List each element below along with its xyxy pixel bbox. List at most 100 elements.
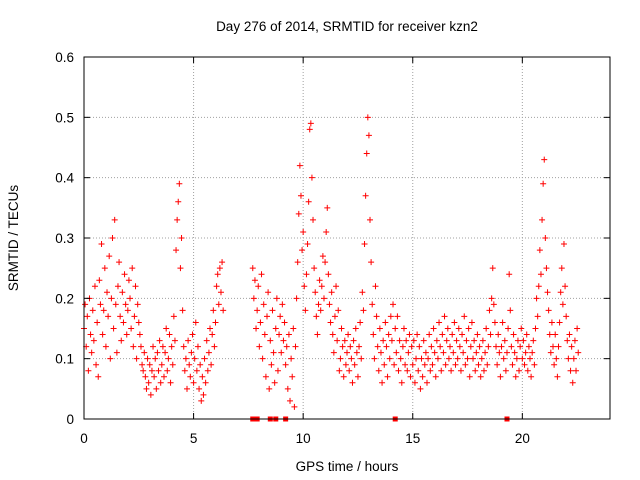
data-point [436, 319, 443, 326]
data-point [364, 114, 371, 121]
data-point [530, 337, 537, 344]
data-point [397, 355, 404, 362]
data-point [553, 355, 560, 362]
data-point [306, 126, 313, 133]
data-point [347, 343, 354, 350]
data-point [217, 289, 224, 296]
data-point [203, 337, 210, 344]
data-point [283, 343, 290, 350]
data-point [91, 283, 98, 290]
data-point [169, 361, 176, 368]
data-point [162, 349, 169, 356]
data-point [107, 355, 114, 362]
data-point [426, 331, 433, 338]
data-point [507, 307, 514, 314]
data-point [145, 379, 152, 386]
data-point [524, 367, 531, 374]
data-point [496, 349, 503, 356]
data-point [342, 361, 349, 368]
data-point [510, 331, 517, 338]
data-point [350, 337, 357, 344]
data-point [554, 373, 561, 380]
data-point [430, 325, 437, 332]
data-point [314, 331, 321, 338]
data-point [473, 349, 480, 356]
y-tick-label: 0 [66, 412, 74, 427]
data-point [184, 385, 191, 392]
y-tick-label: 0.3 [55, 231, 74, 246]
data-point [408, 343, 415, 350]
data-point [325, 271, 332, 278]
data-point [437, 343, 444, 350]
data-point [290, 325, 297, 332]
data-point [518, 325, 525, 332]
data-point [528, 373, 535, 380]
data-point [431, 349, 438, 356]
data-point [570, 355, 577, 362]
data-point [537, 271, 544, 278]
data-point [341, 337, 348, 344]
data-point [443, 337, 450, 344]
data-point [104, 289, 111, 296]
data-point [502, 367, 509, 374]
data-point [398, 379, 405, 386]
data-point [260, 301, 267, 308]
data-point [545, 307, 552, 314]
data-point [345, 331, 352, 338]
data-point [320, 295, 327, 302]
data-point [113, 349, 120, 356]
data-point [362, 192, 369, 199]
data-point [303, 271, 310, 278]
data-point [536, 247, 543, 254]
data-point [427, 367, 434, 374]
axis-ticks: 0 0.1 0.2 0.3 0.4 0.5 0.6 0 5 10 15 20 [55, 50, 610, 446]
data-point [450, 349, 457, 356]
data-point [474, 331, 481, 338]
data-point [108, 295, 115, 302]
data-point [498, 343, 505, 350]
data-point [434, 355, 441, 362]
data-point [546, 331, 553, 338]
data-point [384, 373, 391, 380]
data-point [287, 397, 294, 404]
data-point [143, 385, 150, 392]
data-point [340, 373, 347, 380]
data-point [106, 253, 113, 260]
data-point [177, 265, 184, 272]
data-point [324, 204, 331, 211]
data-point [357, 319, 364, 326]
data-point [131, 313, 138, 320]
data-point [379, 379, 386, 386]
data-point [187, 373, 194, 380]
data-point [317, 307, 324, 314]
data-point [548, 319, 555, 326]
data-point [381, 361, 388, 368]
data-point [522, 349, 529, 356]
data-point [166, 331, 173, 338]
data-point [471, 337, 478, 344]
data-point [420, 337, 427, 344]
data-point [310, 216, 317, 223]
data-point [541, 156, 548, 163]
data-point [261, 331, 268, 338]
x-tick-label: 10 [296, 431, 311, 446]
data-point [193, 367, 200, 374]
data-point [112, 301, 119, 308]
data-point [176, 180, 183, 187]
data-point [409, 361, 416, 368]
data-point [444, 325, 451, 332]
data-point [313, 313, 320, 320]
y-tick-label: 0.4 [55, 171, 74, 186]
data-point [421, 361, 428, 368]
data-point [376, 325, 383, 332]
data-point [568, 343, 575, 350]
data-point [457, 367, 464, 374]
data-point [201, 355, 208, 362]
data-point [484, 361, 491, 368]
data-point [100, 307, 107, 314]
data-point [90, 337, 97, 344]
data-point [133, 355, 140, 362]
data-point [114, 283, 121, 290]
data-point [276, 331, 283, 338]
